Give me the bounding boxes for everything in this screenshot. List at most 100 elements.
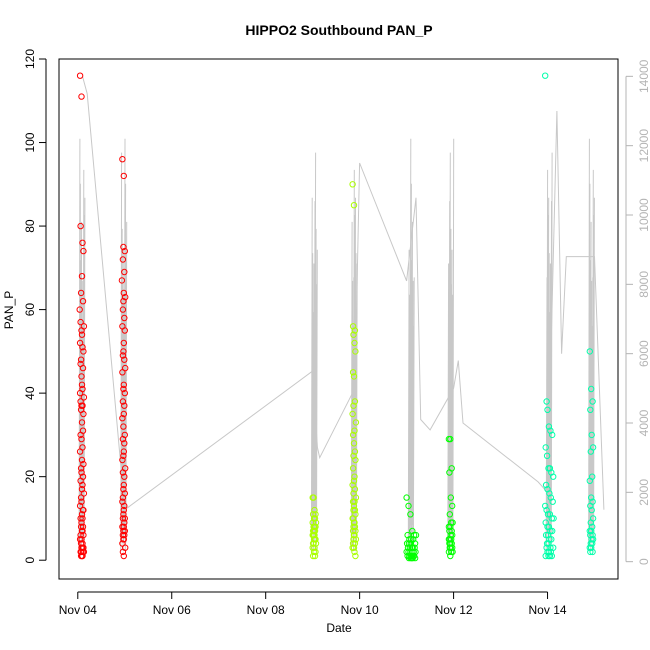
- data-point: [120, 243, 127, 251]
- data-point: [588, 494, 595, 501]
- data-point: [351, 448, 359, 455]
- data-point: [586, 477, 593, 484]
- x-axis-label: Date: [326, 621, 352, 635]
- data-point: [542, 72, 549, 79]
- data-point: [77, 531, 84, 539]
- data-point: [120, 423, 127, 430]
- data-point: [547, 544, 554, 551]
- data-point: [409, 548, 416, 556]
- data-point: [588, 544, 595, 551]
- data-point: [350, 373, 358, 380]
- axes: Nov 04 Nov 06 Nov 08 Nov 10 Nov 12 Nov 14 0 20 4…: [23, 49, 650, 617]
- data-point: [77, 515, 84, 522]
- y2-tick-label: 6000: [637, 340, 650, 367]
- data-point: [309, 552, 317, 560]
- data-point: [79, 481, 86, 489]
- data-point: [121, 473, 128, 480]
- data-point: [549, 431, 556, 439]
- data-point: [588, 431, 595, 439]
- data-point: [80, 247, 87, 255]
- data-point: [310, 548, 318, 556]
- data-point: [351, 473, 358, 480]
- y2-tick-label: 14000: [637, 59, 650, 93]
- data-point: [550, 473, 557, 480]
- data-point: [349, 431, 357, 439]
- data-point: [351, 339, 358, 347]
- data-point: [79, 402, 86, 409]
- data-point: [121, 515, 129, 522]
- y-tick-label: 120: [23, 49, 37, 69]
- data-point: [409, 527, 416, 535]
- data-point: [407, 511, 414, 518]
- data-point: [79, 298, 87, 305]
- data-point: [587, 548, 594, 556]
- data-point: [77, 318, 84, 326]
- data-point: [543, 506, 550, 514]
- data-point: [446, 469, 453, 476]
- data-point: [77, 465, 85, 472]
- data-point: [351, 398, 359, 405]
- series-flight-2: [118, 156, 129, 560]
- data-point: [78, 498, 85, 505]
- data-point: [121, 327, 129, 334]
- data-point: [350, 536, 357, 543]
- data-point: [545, 552, 552, 560]
- data-point: [542, 502, 549, 510]
- altitude-profile: [447, 138, 455, 552]
- data-point: [311, 552, 319, 560]
- data-point: [588, 385, 595, 393]
- y-tick-label: 80: [23, 219, 37, 233]
- data-point: [549, 498, 556, 505]
- data-point: [351, 498, 358, 505]
- data-point: [587, 406, 594, 413]
- data-point: [311, 506, 318, 514]
- data-point: [119, 306, 127, 313]
- data-point: [546, 465, 554, 472]
- y-tick-label: 20: [23, 470, 37, 484]
- data-point: [350, 477, 358, 484]
- data-point: [119, 156, 126, 163]
- data-point: [311, 544, 318, 551]
- data-point: [312, 540, 320, 547]
- data-point: [120, 381, 128, 388]
- data-point: [77, 222, 84, 230]
- data-point: [79, 548, 87, 556]
- data-point: [76, 502, 84, 510]
- data-point: [120, 552, 128, 560]
- data-point: [120, 339, 128, 347]
- data-point: [119, 369, 126, 376]
- data-point: [118, 277, 126, 284]
- data-point: [119, 415, 126, 422]
- data-point: [76, 389, 84, 397]
- altitude-profile-lines: [447, 138, 455, 552]
- data-point: [588, 527, 595, 535]
- data-point: [119, 494, 127, 501]
- data-point: [78, 331, 86, 338]
- data-point: [544, 406, 551, 413]
- y-tick-label: 40: [23, 386, 37, 400]
- series-flight-6: [445, 435, 456, 560]
- x-tick-label: Nov 06: [153, 603, 191, 617]
- data-point: [121, 268, 128, 276]
- altitude-profile-lines: [588, 138, 595, 552]
- data-point: [77, 356, 85, 363]
- chart-title: HIPPO2 Southbound PAN_P: [245, 22, 432, 38]
- data-point: [449, 544, 456, 551]
- data-point: [78, 419, 86, 426]
- data-point: [350, 440, 358, 447]
- data-point: [121, 314, 128, 322]
- data-point: [546, 490, 553, 497]
- data-point: [446, 511, 453, 518]
- data-point: [405, 502, 412, 510]
- data-point: [120, 172, 128, 180]
- y2-tick-label: 8000: [637, 271, 650, 298]
- series-flight-7: [542, 72, 557, 560]
- data-point: [350, 502, 358, 510]
- data-point: [587, 519, 594, 526]
- data-point: [78, 273, 86, 280]
- series-flight-8: [586, 348, 597, 556]
- data-point: [586, 348, 593, 355]
- data-point: [349, 540, 357, 547]
- data-point: [79, 364, 87, 372]
- data-point: [119, 398, 127, 405]
